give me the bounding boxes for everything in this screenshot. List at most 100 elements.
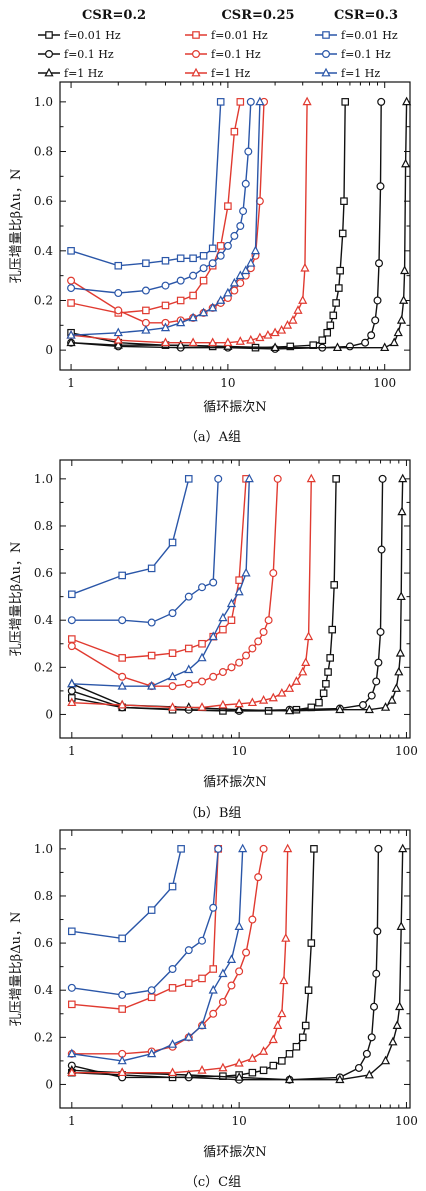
data-point [372, 677, 381, 686]
series-line [70, 101, 222, 267]
x-tick-label: 1 [68, 744, 76, 758]
data-point [277, 687, 287, 697]
data-point [303, 631, 314, 641]
data-point [234, 1072, 244, 1081]
data-point [380, 702, 391, 711]
data-point [301, 1021, 310, 1030]
data-point [373, 927, 382, 936]
data-point [246, 257, 256, 267]
y-tick-label: 0 [45, 1077, 53, 1091]
data-point [184, 475, 193, 483]
y-tick-label: 0.4 [34, 613, 53, 627]
data-point [273, 474, 282, 483]
data-point [184, 946, 193, 955]
data-point [374, 658, 383, 667]
data-point [376, 627, 385, 636]
data-point [147, 1048, 157, 1058]
data-point [398, 473, 408, 483]
data-point [209, 903, 218, 912]
series-4 [67, 474, 282, 691]
data-point [216, 251, 225, 260]
data-point [248, 1068, 257, 1077]
series-line [71, 848, 219, 996]
data-point [402, 96, 412, 106]
data-point [235, 336, 245, 345]
data-point [307, 939, 316, 947]
data-point [218, 1062, 228, 1072]
data-point [176, 317, 186, 327]
x-tick-label: 1 [68, 1114, 76, 1128]
legend-header-0: CSR=0.2 [82, 8, 146, 23]
data-point [230, 231, 239, 240]
data-point [282, 320, 293, 329]
data-point [218, 612, 228, 622]
data-point [197, 702, 207, 711]
series-1 [67, 474, 387, 715]
data-point [117, 680, 127, 690]
data-point [208, 259, 217, 268]
series-line [71, 101, 408, 349]
data-point [401, 158, 411, 168]
data-point [177, 845, 185, 853]
data-point [227, 616, 236, 625]
x-tick-label: 10 [220, 376, 235, 390]
data-point [361, 338, 370, 347]
data-point [168, 965, 177, 974]
data-point [400, 265, 410, 275]
data-point [236, 98, 245, 106]
data-point [235, 270, 245, 280]
data-point [371, 316, 380, 325]
data-point [226, 598, 237, 608]
data-point [377, 97, 386, 106]
data-point [273, 1020, 283, 1029]
data-point [354, 1063, 363, 1072]
y-tick-label: 0.4 [34, 983, 53, 997]
data-point [255, 96, 265, 106]
data-point [362, 1049, 371, 1058]
data-point [68, 590, 76, 599]
x-axis-label: 循环振次N [203, 774, 266, 790]
data-point [118, 571, 126, 580]
data-point [374, 844, 383, 853]
data-point [255, 332, 265, 342]
data-point [176, 296, 185, 305]
data-point [281, 933, 291, 942]
data-point [269, 569, 278, 578]
data-point [160, 322, 171, 332]
data-point [375, 259, 384, 268]
data-point [372, 969, 381, 978]
data-point [302, 96, 312, 106]
data-point [279, 975, 289, 985]
y-tick-label: 0.6 [34, 194, 53, 208]
data-point [67, 276, 76, 285]
data-point [67, 284, 76, 293]
data-point [168, 538, 177, 547]
series-6 [68, 475, 193, 599]
data-point [161, 301, 170, 310]
data-point [396, 921, 406, 930]
data-point [396, 591, 406, 601]
series-line [71, 478, 219, 624]
data-point [387, 695, 397, 704]
legend-marker-1-0 [192, 31, 200, 39]
data-point [66, 337, 76, 347]
data-point [209, 965, 218, 973]
data-point [161, 256, 170, 265]
data-point [67, 642, 76, 651]
data-point [380, 342, 390, 352]
legend-marker-2-0 [322, 31, 330, 39]
data-point [118, 672, 127, 681]
y-tick-label: 0 [45, 343, 53, 357]
data-point [176, 339, 186, 349]
data-point [234, 921, 244, 930]
data-point [66, 329, 76, 339]
data-point [270, 342, 280, 352]
data-point [378, 474, 387, 483]
data-point [218, 699, 228, 709]
data-point [283, 843, 293, 853]
legend-marker-1-2 [191, 67, 201, 77]
x-tick-label: 10 [231, 744, 246, 758]
data-point [188, 312, 198, 322]
data-point [230, 127, 239, 136]
data-point [259, 1066, 268, 1075]
